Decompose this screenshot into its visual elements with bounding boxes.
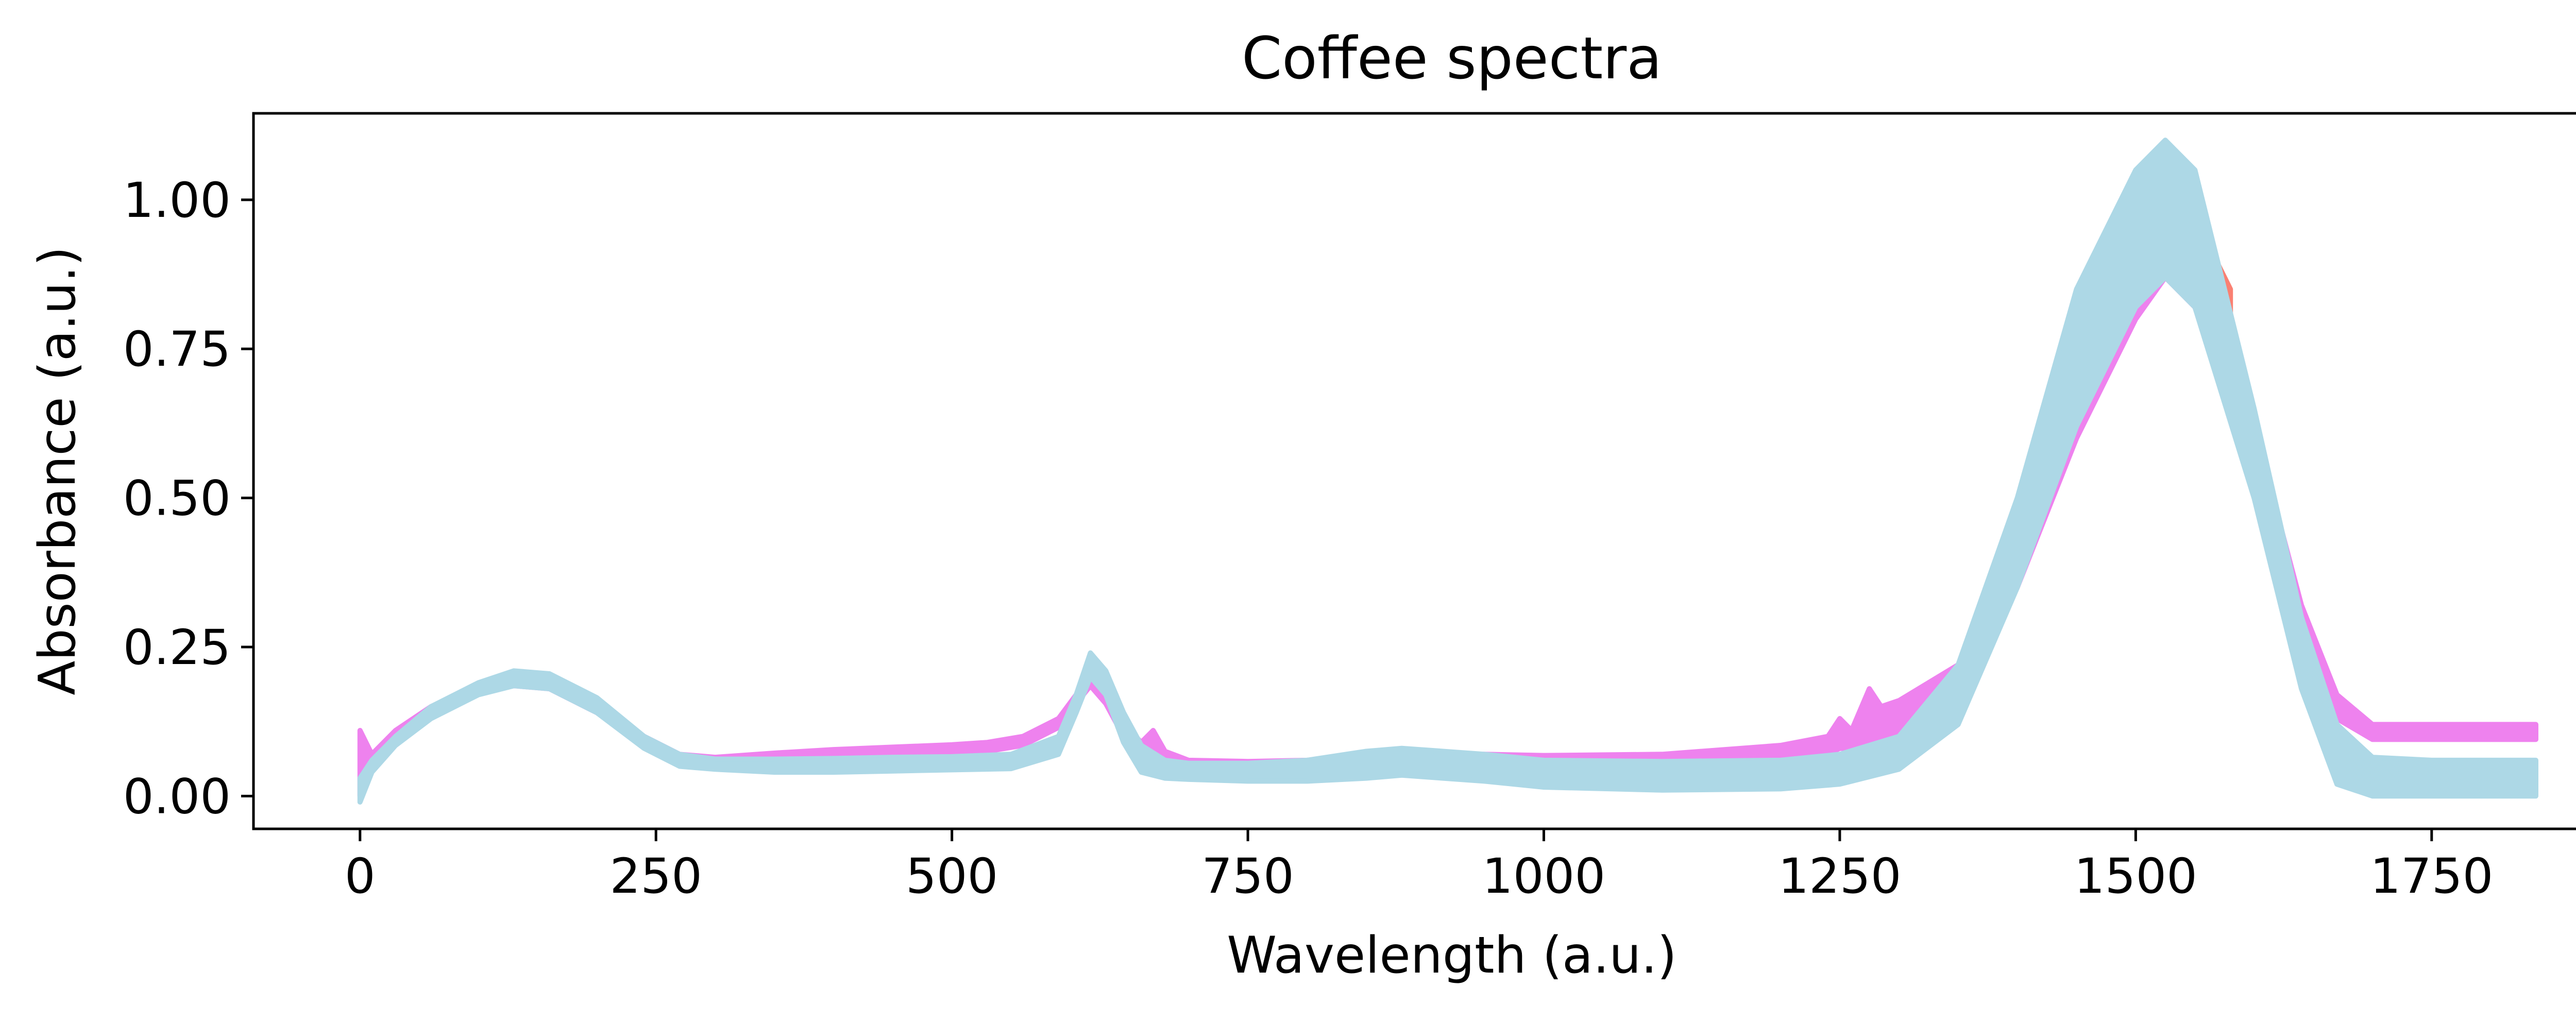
y-axis: 0.00 0.25 0.50 0.75 1.00 [123, 173, 253, 825]
y-tick-label: 0.00 [123, 769, 231, 825]
x-tick-label: 1500 [2074, 848, 2197, 905]
y-tick-label: 0.25 [123, 620, 231, 676]
plot-frame [252, 112, 2576, 830]
x-tick-label: 750 [1201, 848, 1294, 905]
x-tick-label: 500 [906, 848, 998, 905]
y-tick-label: 1.00 [123, 173, 231, 229]
y-tick-label: 0.75 [123, 321, 231, 378]
y-axis-label: Absorbance (a.u.) [28, 246, 87, 695]
x-tick-label: 1000 [1482, 848, 1605, 905]
x-axis: 0 250 500 750 1000 1250 1500 1750 [345, 829, 2493, 905]
x-tick-label: 250 [610, 848, 702, 905]
spectra-band-3 [357, 138, 2538, 805]
x-tick-label: 1250 [1778, 848, 1901, 905]
chart-title: Coffee spectra [1242, 25, 1662, 92]
x-tick-label: 0 [345, 848, 376, 905]
x-tick-label: 1750 [2370, 848, 2493, 905]
x-axis-label: Wavelength (a.u.) [1227, 926, 1676, 985]
y-tick-label: 0.50 [123, 471, 231, 527]
